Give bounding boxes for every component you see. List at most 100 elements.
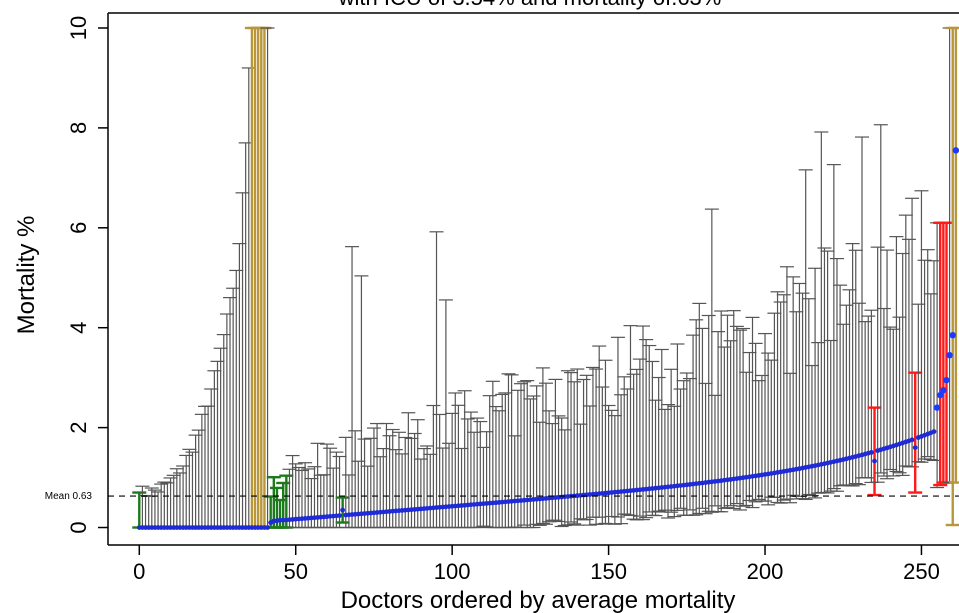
mortality-point-235 — [872, 458, 877, 464]
ci-bar-166 — [651, 376, 666, 512]
y-axis-title: Mortality % — [13, 216, 40, 335]
ci-bar-236 — [870, 246, 885, 483]
ci-bar-99 — [442, 442, 457, 529]
ci-bar-40 — [257, 26, 272, 529]
ci-bar-231 — [855, 136, 870, 479]
ci-bar-218 — [814, 131, 829, 494]
ci-bar-136 — [557, 429, 572, 527]
ci-bar-142 — [576, 378, 591, 521]
ci-bar-177 — [686, 334, 701, 516]
mortality-point-254 — [931, 429, 937, 435]
ci-bar-118 — [501, 373, 516, 529]
ci-bar-209 — [786, 276, 801, 496]
ci-bar-199 — [754, 374, 769, 502]
y-tick-label-8: 8 — [66, 122, 91, 134]
ci-bar-228 — [845, 242, 860, 487]
ci-bar-208 — [783, 372, 798, 504]
x-tick-label-250: 250 — [903, 559, 940, 584]
x-axis: 0 50 100 150 200 250 — [133, 545, 940, 584]
ci-bar-114 — [488, 405, 503, 529]
ci-bar-229 — [848, 249, 863, 485]
ci-bar-31 — [229, 269, 244, 529]
ci-bar-90 — [413, 458, 428, 529]
ci-bar-73 — [360, 465, 375, 529]
ci-bar-138 — [564, 372, 579, 523]
ci-bar-84 — [395, 453, 410, 529]
ci-bar-122 — [513, 383, 528, 529]
ci-bar-135 — [554, 417, 569, 528]
ci-bar-38 — [251, 26, 266, 529]
ci-bar-134 — [551, 415, 566, 523]
y-axis: 0 2 4 6 8 10 — [66, 16, 108, 534]
ci-bar-203 — [767, 312, 782, 499]
ci-bar-127 — [529, 385, 544, 525]
ci-bar-250 — [914, 190, 929, 463]
ci-bar-67 — [341, 474, 356, 529]
ci-bar-112 — [482, 395, 497, 529]
ci-bar-95 — [429, 231, 444, 529]
mortality-point-248 — [912, 445, 918, 450]
ci-bar-221 — [823, 339, 838, 492]
mean-line-group: Mean 0.63 — [45, 491, 959, 502]
y-tick-label-6: 6 — [66, 222, 91, 234]
ci-bar-223 — [829, 257, 844, 492]
ci-bar-165 — [648, 399, 663, 517]
ci-bar-143 — [579, 374, 594, 521]
mortality-point-260 — [949, 331, 956, 339]
ci-bar-106 — [463, 411, 478, 529]
ci-bar-191 — [729, 325, 744, 505]
x-axis-title: Doctors ordered by average mortality — [341, 587, 736, 613]
ci-bar-87 — [404, 437, 419, 529]
ci-bar-34 — [238, 142, 253, 529]
mortality-point-234 — [868, 449, 874, 455]
ci-bar-173 — [673, 388, 688, 509]
ci-bar-0 — [132, 491, 147, 529]
ci-bar-29 — [223, 297, 238, 529]
ci-bar-164 — [645, 360, 660, 516]
ci-bar-216 — [808, 267, 823, 499]
ci-bar-215 — [804, 364, 819, 497]
ci-bar-6 — [151, 491, 166, 529]
mortality-point-257 — [940, 386, 947, 394]
ci-bar-9 — [160, 482, 175, 529]
ci-bar-242 — [889, 236, 904, 473]
ci-bar-150 — [601, 404, 616, 525]
ci-bar-119 — [504, 374, 519, 529]
ci-bar-8 — [157, 481, 172, 529]
ci-bar-259 — [942, 27, 957, 484]
ci-bar-141 — [573, 423, 588, 520]
ci-bar-157 — [623, 325, 638, 517]
ci-bar-115 — [492, 410, 507, 529]
chart-title: with ICU of 3.54% and mortality of.63% — [338, 0, 722, 10]
ci-bar-170 — [664, 368, 679, 513]
y-tick-label-0: 0 — [66, 521, 91, 533]
ci-bar-144 — [582, 405, 597, 526]
ci-bar-246 — [901, 238, 916, 468]
ci-bar-68 — [345, 246, 360, 529]
ci-bar-147 — [592, 345, 607, 518]
ci-bar-91 — [416, 447, 431, 529]
ci-bar-187 — [717, 346, 732, 509]
ci-bar-140 — [570, 368, 585, 526]
ci-bar-102 — [451, 404, 466, 529]
ci-bar-148 — [595, 386, 610, 525]
ci-bar-59 — [316, 474, 331, 529]
ci-bar-206 — [776, 294, 791, 501]
x-tick-label-200: 200 — [747, 559, 784, 584]
ci-bar-204 — [770, 291, 785, 504]
mortality-points — [136, 147, 959, 530]
ci-bar-158 — [626, 373, 641, 520]
ci-bar-183 — [704, 208, 719, 513]
ci-bar-49 — [285, 454, 300, 529]
x-tick-label-0: 0 — [133, 559, 145, 584]
ci-bar-131 — [542, 410, 557, 523]
ci-bar-22 — [201, 405, 216, 529]
ci-bar-24 — [207, 370, 222, 529]
confidence-interval-bars — [132, 26, 959, 529]
ci-bar-4 — [144, 487, 159, 529]
mortality-point-64 — [337, 513, 342, 518]
mortality-point-41 — [265, 525, 270, 530]
mortality-point-65 — [340, 507, 346, 513]
